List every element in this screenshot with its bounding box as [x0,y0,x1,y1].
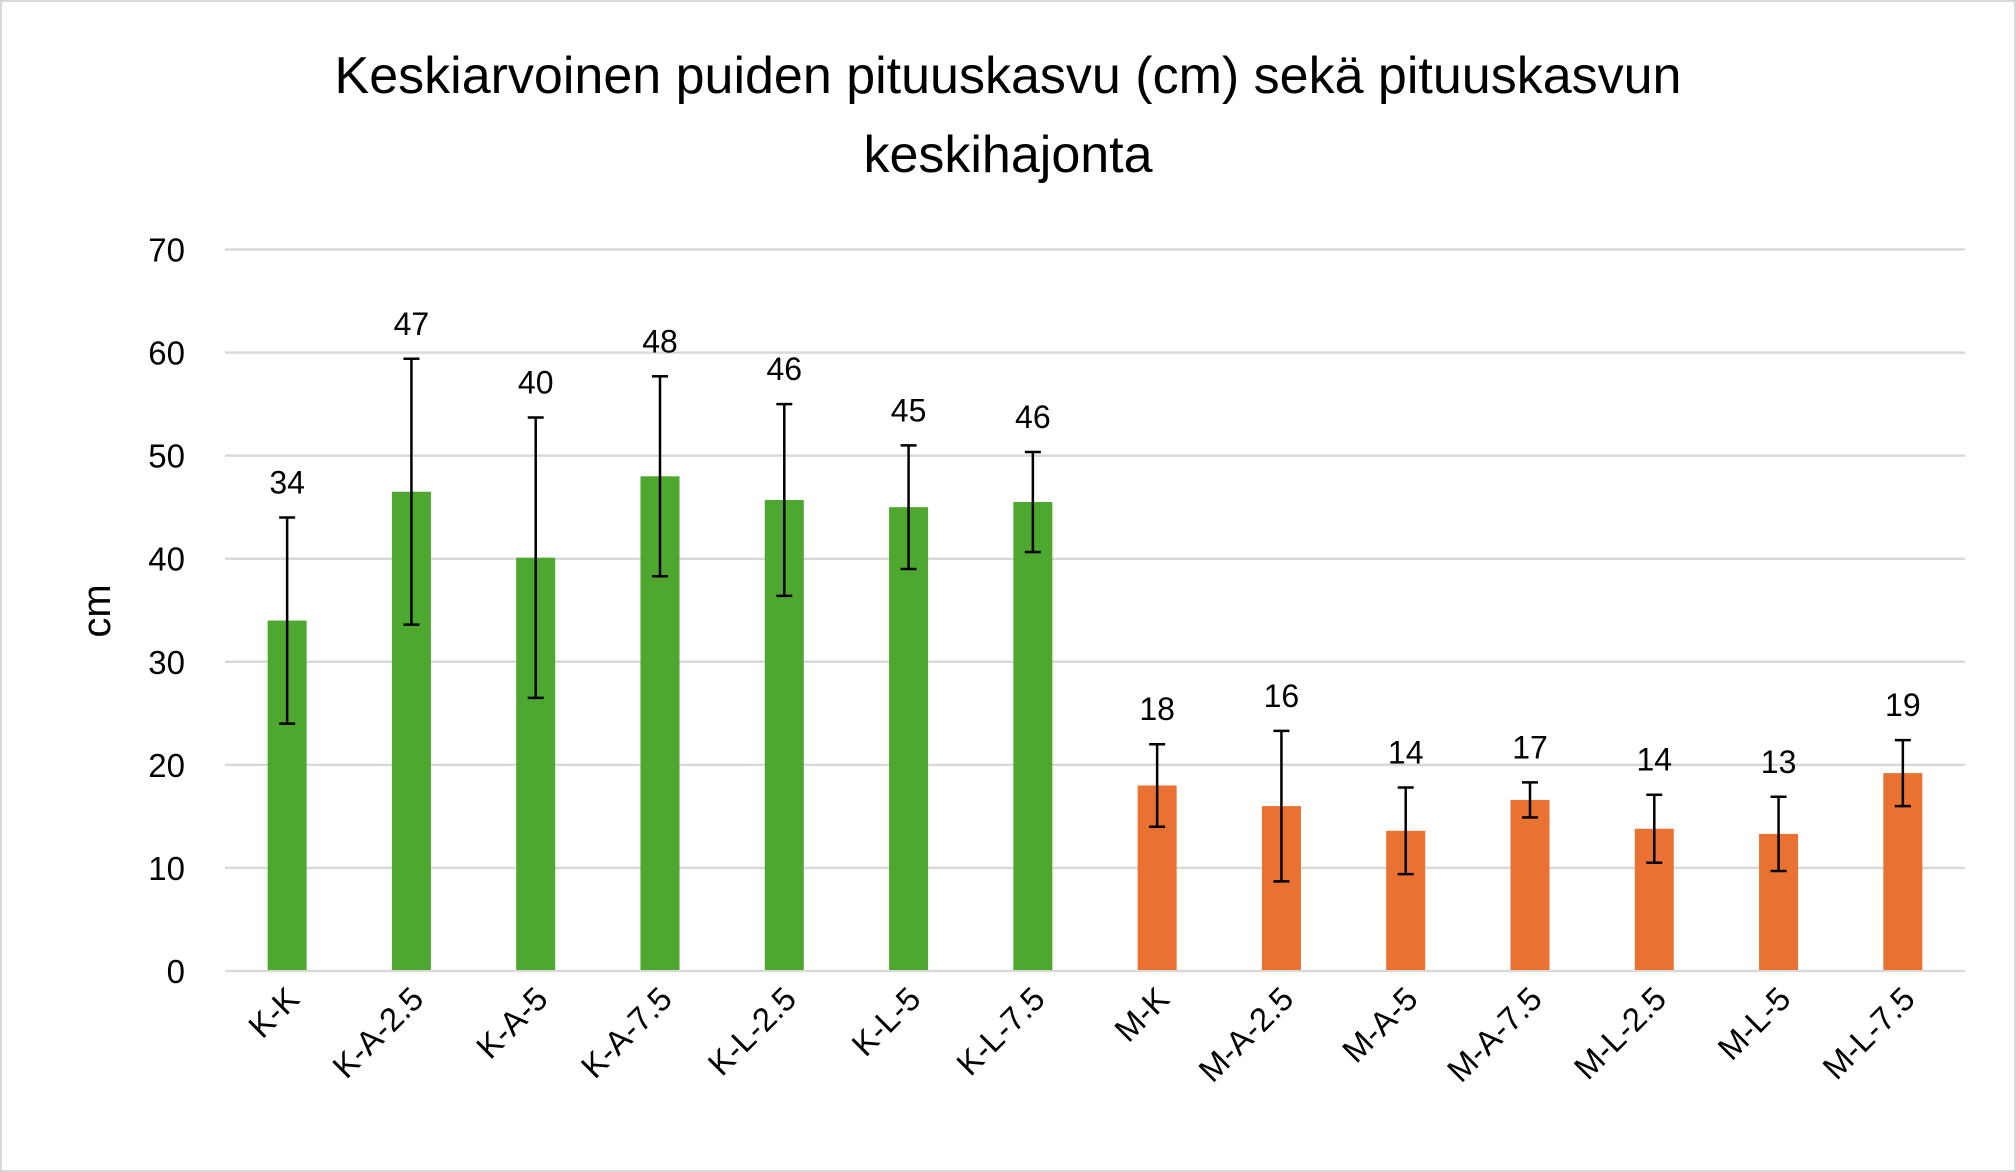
bar [1013,502,1053,970]
y-tick-label: 40 [148,541,185,578]
y-axis-title: cm [75,584,119,637]
chart-title-line-1: Keskiarvoinen puiden pituuskasvu (cm) se… [335,47,1682,105]
y-tick-label: 30 [148,644,185,681]
bar [1510,799,1550,970]
data-label: 46 [1015,399,1051,435]
y-tick-label: 0 [167,953,185,990]
chart-title-line-2: keskihajonta [863,126,1152,184]
y-tick-label: 10 [148,850,185,887]
data-label: 16 [1264,678,1300,714]
y-tick-label: 20 [148,747,185,784]
bar [889,507,929,970]
data-label: 34 [269,464,305,500]
y-tick-label: 70 [148,232,185,269]
data-label: 14 [1636,742,1672,778]
data-label: 18 [1139,691,1175,727]
data-label: 46 [766,351,802,387]
data-label: 14 [1388,735,1424,771]
y-tick-label: 50 [148,438,185,475]
data-label: 40 [518,365,554,401]
data-label: 17 [1512,729,1548,765]
data-label: 13 [1761,744,1797,780]
y-tick-label: 60 [148,335,185,372]
data-label: 45 [891,392,927,428]
data-label: 19 [1885,687,1921,723]
data-label: 47 [394,306,430,342]
data-label: 48 [642,323,678,359]
